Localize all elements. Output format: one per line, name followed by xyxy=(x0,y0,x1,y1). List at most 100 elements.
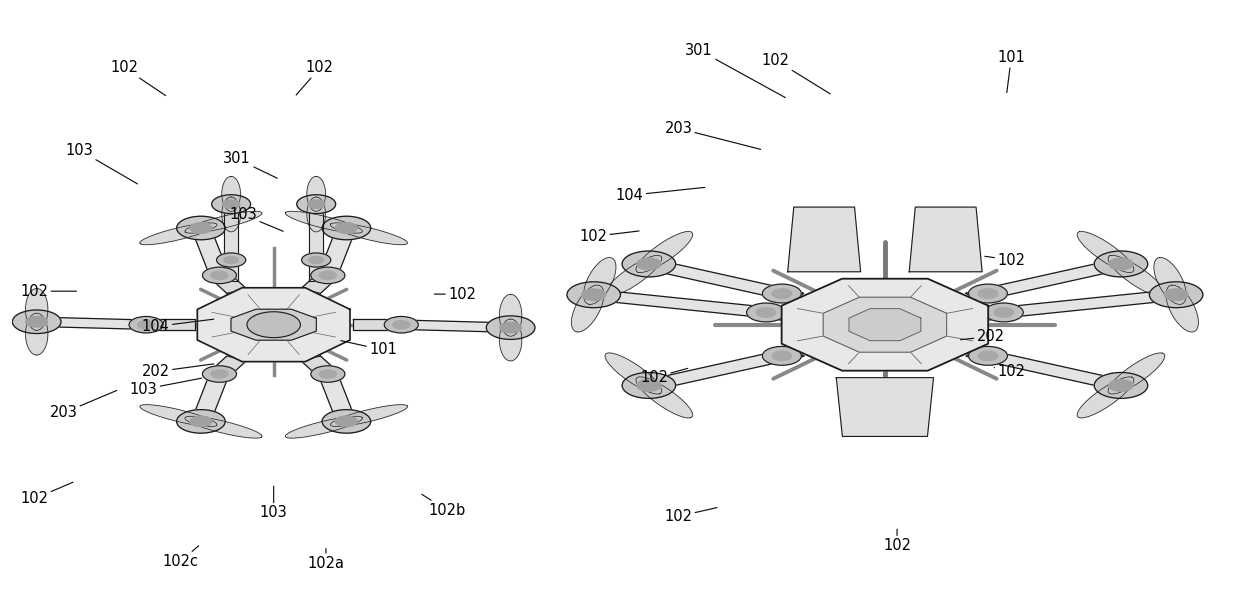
Polygon shape xyxy=(591,290,769,317)
Circle shape xyxy=(320,271,336,280)
Polygon shape xyxy=(140,223,217,245)
Polygon shape xyxy=(645,259,786,298)
Circle shape xyxy=(336,223,357,233)
Polygon shape xyxy=(210,273,247,293)
Circle shape xyxy=(1094,373,1148,398)
Polygon shape xyxy=(309,213,324,281)
Circle shape xyxy=(311,267,345,284)
Polygon shape xyxy=(787,207,861,272)
Polygon shape xyxy=(197,288,350,362)
Circle shape xyxy=(978,351,998,361)
Circle shape xyxy=(309,256,324,263)
Text: 102: 102 xyxy=(434,287,476,302)
Circle shape xyxy=(12,310,61,334)
Circle shape xyxy=(968,346,1007,365)
Polygon shape xyxy=(1002,290,1178,317)
Circle shape xyxy=(994,308,1013,317)
Polygon shape xyxy=(36,317,146,329)
Text: 203: 203 xyxy=(665,121,760,149)
Text: 102: 102 xyxy=(640,368,688,385)
Text: 104: 104 xyxy=(616,187,704,203)
Circle shape xyxy=(567,282,620,308)
Circle shape xyxy=(129,316,164,333)
Polygon shape xyxy=(191,227,229,276)
Polygon shape xyxy=(185,416,262,438)
Polygon shape xyxy=(191,373,229,422)
Polygon shape xyxy=(500,294,522,336)
Polygon shape xyxy=(636,377,693,418)
Circle shape xyxy=(320,370,336,378)
Circle shape xyxy=(978,289,998,298)
Text: 102a: 102a xyxy=(308,548,345,571)
Polygon shape xyxy=(222,197,241,232)
Polygon shape xyxy=(224,213,238,281)
Polygon shape xyxy=(285,416,362,438)
Circle shape xyxy=(301,253,331,267)
Polygon shape xyxy=(1078,377,1133,418)
Circle shape xyxy=(985,303,1023,322)
Text: 103: 103 xyxy=(260,486,288,520)
Polygon shape xyxy=(966,289,994,303)
Polygon shape xyxy=(983,307,1007,320)
Polygon shape xyxy=(285,211,362,233)
Circle shape xyxy=(1109,380,1133,391)
Circle shape xyxy=(582,289,605,301)
Circle shape xyxy=(311,366,345,382)
Text: 102: 102 xyxy=(985,253,1025,268)
Polygon shape xyxy=(775,289,804,303)
Polygon shape xyxy=(966,346,994,361)
Circle shape xyxy=(763,284,801,303)
Polygon shape xyxy=(584,257,616,304)
Circle shape xyxy=(746,303,785,322)
Polygon shape xyxy=(636,232,693,272)
Text: 301: 301 xyxy=(686,43,785,98)
Text: 101: 101 xyxy=(997,50,1025,92)
Circle shape xyxy=(247,312,300,338)
Circle shape xyxy=(202,267,237,284)
Polygon shape xyxy=(823,297,946,352)
Polygon shape xyxy=(983,259,1126,298)
Polygon shape xyxy=(645,351,786,390)
Text: 102b: 102b xyxy=(422,494,466,518)
Circle shape xyxy=(212,195,250,214)
Polygon shape xyxy=(301,356,337,377)
Polygon shape xyxy=(1109,353,1164,394)
Polygon shape xyxy=(775,346,804,361)
Text: 102: 102 xyxy=(110,60,166,95)
Circle shape xyxy=(308,200,325,208)
Circle shape xyxy=(176,216,226,240)
Polygon shape xyxy=(26,313,48,355)
Polygon shape xyxy=(1166,285,1198,332)
Text: 104: 104 xyxy=(141,319,213,334)
Polygon shape xyxy=(572,285,604,332)
Polygon shape xyxy=(301,273,337,293)
Circle shape xyxy=(773,351,791,361)
Circle shape xyxy=(202,366,237,382)
Text: 103: 103 xyxy=(66,143,138,184)
Text: 102: 102 xyxy=(761,53,831,94)
Circle shape xyxy=(322,410,371,433)
Polygon shape xyxy=(401,320,511,332)
Polygon shape xyxy=(849,309,921,341)
Polygon shape xyxy=(210,356,247,377)
Circle shape xyxy=(176,410,226,433)
Circle shape xyxy=(500,322,522,333)
Circle shape xyxy=(637,380,661,391)
Polygon shape xyxy=(185,211,262,233)
Circle shape xyxy=(622,251,676,277)
Text: 202: 202 xyxy=(141,364,213,379)
Circle shape xyxy=(138,320,155,329)
Text: 102: 102 xyxy=(20,284,77,299)
Circle shape xyxy=(486,316,534,340)
Circle shape xyxy=(968,284,1007,303)
Text: 103: 103 xyxy=(130,378,202,397)
Polygon shape xyxy=(26,289,48,331)
Circle shape xyxy=(26,316,47,327)
Polygon shape xyxy=(306,176,326,211)
Circle shape xyxy=(393,320,409,329)
Polygon shape xyxy=(500,319,522,361)
Circle shape xyxy=(384,316,418,333)
Polygon shape xyxy=(983,351,1126,390)
Circle shape xyxy=(322,216,371,240)
Circle shape xyxy=(773,289,791,298)
